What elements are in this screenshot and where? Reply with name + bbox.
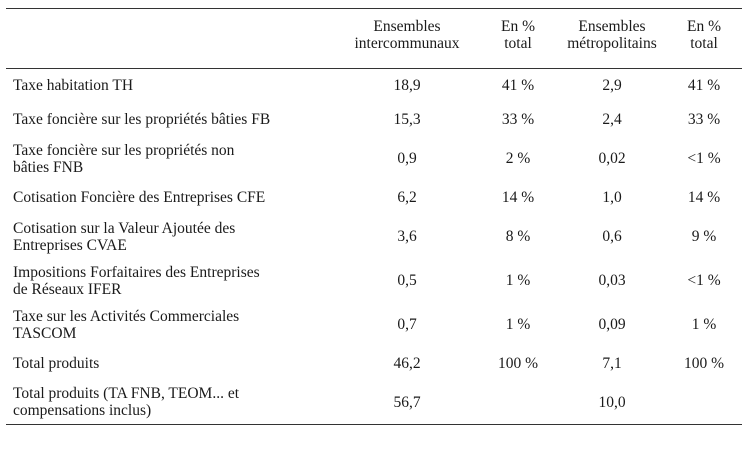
- cell-interco-pct: 1 %: [505, 316, 531, 333]
- header-metro-pct-line2: total: [690, 35, 718, 52]
- row-label: Total produits: [6, 347, 336, 381]
- header-metro-line1: Ensembles: [578, 18, 646, 35]
- cell-interco: 0,9: [397, 150, 417, 167]
- cell-metro-pct: [666, 381, 742, 425]
- cell-interco-pct: 33 %: [501, 111, 535, 128]
- cell-metro: 0,02: [598, 150, 626, 167]
- row-label: Total produits (TA FNB, TEOM... et compe…: [6, 381, 336, 425]
- table-row: Cotisation Foncière des Entreprises CFE …: [6, 181, 742, 215]
- header-cell-metro-pct: En % total: [666, 9, 742, 69]
- cell-interco: 15,3: [393, 111, 421, 128]
- header-interco-pct-line1: En %: [500, 18, 535, 35]
- cell-interco-pct: 14 %: [501, 189, 535, 206]
- cell-interco-pct: 1 %: [505, 272, 531, 289]
- cell-interco: 46,2: [393, 355, 421, 372]
- cell-interco: 3,6: [397, 228, 417, 245]
- table-row: Impositions Forfaitaires des Entreprises…: [6, 259, 742, 303]
- table-row: Taxe habitation TH 18,9 41 % 2,9 41 %: [6, 69, 742, 103]
- row-label-line2: Entreprises CVAE: [13, 236, 127, 254]
- row-label: Impositions Forfaitaires des Entreprises…: [6, 259, 336, 303]
- table-body: Taxe habitation TH 18,9 41 % 2,9 41 % Ta…: [6, 69, 742, 425]
- row-label-line1: Cotisation sur la Valeur Ajoutée des: [13, 219, 236, 237]
- row-label: Taxe habitation TH: [6, 69, 336, 103]
- header-metro-pct-line1: En %: [686, 18, 721, 35]
- cell-metro-pct: 100 %: [683, 355, 725, 372]
- header-interco-line1: Ensembles: [373, 18, 441, 35]
- header-row: Ensembles intercommunaux En % total Ense…: [6, 8, 742, 69]
- row-label-line2: bâties FNB: [13, 158, 84, 176]
- row-label: Cotisation sur la Valeur Ajoutée des Ent…: [6, 215, 336, 259]
- row-label-line1: Taxe sur les Activités Commerciales: [13, 307, 240, 325]
- row-label-line1: Cotisation Foncière des Entreprises CFE: [13, 189, 266, 206]
- cell-interco-pct: 8 %: [505, 228, 531, 245]
- cell-interco-pct: [478, 381, 558, 425]
- table-row: Taxe foncière sur les propriétés bâties …: [6, 103, 742, 137]
- cell-interco-pct: 41 %: [501, 77, 535, 95]
- cell-metro: 7,1: [602, 355, 622, 372]
- cell-metro-pct: <1 %: [687, 272, 721, 289]
- row-label-line1: Impositions Forfaitaires des Entreprises: [13, 263, 260, 281]
- header-interco-line2: intercommunaux: [354, 35, 460, 52]
- cell-metro-pct: 41 %: [687, 77, 721, 95]
- tax-revenue-table: Ensembles intercommunaux En % total Ense…: [6, 8, 742, 425]
- cell-metro-pct: 14 %: [687, 189, 721, 206]
- row-label: Taxe foncière sur les propriétés bâties …: [6, 103, 336, 137]
- table-row: Taxe sur les Activités Commerciales TASC…: [6, 303, 742, 347]
- row-label-line2: TASCOM: [13, 324, 77, 342]
- row-label-line1: Taxe foncière sur les propriétés bâties …: [13, 111, 271, 128]
- cell-metro: 0,03: [598, 272, 626, 289]
- cell-interco: 0,7: [397, 316, 417, 333]
- header-cell-interco: Ensembles intercommunaux: [336, 9, 478, 69]
- cell-metro-pct: 9 %: [691, 228, 717, 245]
- row-label-line2: de Réseaux IFER: [13, 280, 122, 298]
- cell-metro: 0,09: [598, 316, 626, 333]
- header-cell-interco-pct: En % total: [478, 9, 558, 69]
- cell-metro-pct: 1 %: [691, 316, 717, 333]
- cell-interco: 18,9: [393, 77, 421, 95]
- row-label: Cotisation Foncière des Entreprises CFE: [6, 181, 336, 215]
- row-label-line1: Taxe habitation TH: [13, 77, 134, 95]
- cell-metro-pct: 33 %: [687, 111, 721, 128]
- header-interco-pct-line2: total: [504, 35, 532, 52]
- cell-metro: 0,6: [602, 228, 622, 245]
- table-row: Cotisation sur la Valeur Ajoutée des Ent…: [6, 215, 742, 259]
- cell-metro: 1,0: [602, 189, 622, 206]
- cell-interco: 0,5: [397, 272, 417, 289]
- table-row-total: Total produits 46,2 100 % 7,1 100 %: [6, 347, 742, 381]
- row-label-line1: Total produits: [13, 355, 100, 372]
- cell-interco-pct: 2 %: [505, 150, 531, 167]
- cell-interco: 6,2: [397, 189, 417, 206]
- row-label-line2: compensations inclus): [13, 402, 152, 420]
- cell-metro: 10,0: [598, 393, 626, 411]
- row-label: Taxe foncière sur les propriétés non bât…: [6, 137, 336, 181]
- row-label-line1: Total produits (TA FNB, TEOM... et: [13, 385, 240, 403]
- row-label: Taxe sur les Activités Commerciales TASC…: [6, 303, 336, 347]
- header-cell-label: [6, 9, 336, 69]
- header-metro-line2: métropolitains: [567, 35, 657, 52]
- cell-interco-pct: 100 %: [497, 355, 539, 372]
- cell-interco: 56,7: [393, 393, 421, 411]
- cell-metro-pct: <1 %: [687, 150, 721, 167]
- table-row: Taxe foncière sur les propriétés non bât…: [6, 137, 742, 181]
- table-header: Ensembles intercommunaux En % total Ense…: [6, 8, 742, 69]
- cell-metro: 2,9: [602, 77, 622, 95]
- row-label-line1: Taxe foncière sur les propriétés non: [13, 141, 235, 159]
- cell-metro: 2,4: [602, 111, 622, 128]
- table-row-total-incl: Total produits (TA FNB, TEOM... et compe…: [6, 381, 742, 425]
- header-cell-metro: Ensembles métropolitains: [558, 9, 666, 69]
